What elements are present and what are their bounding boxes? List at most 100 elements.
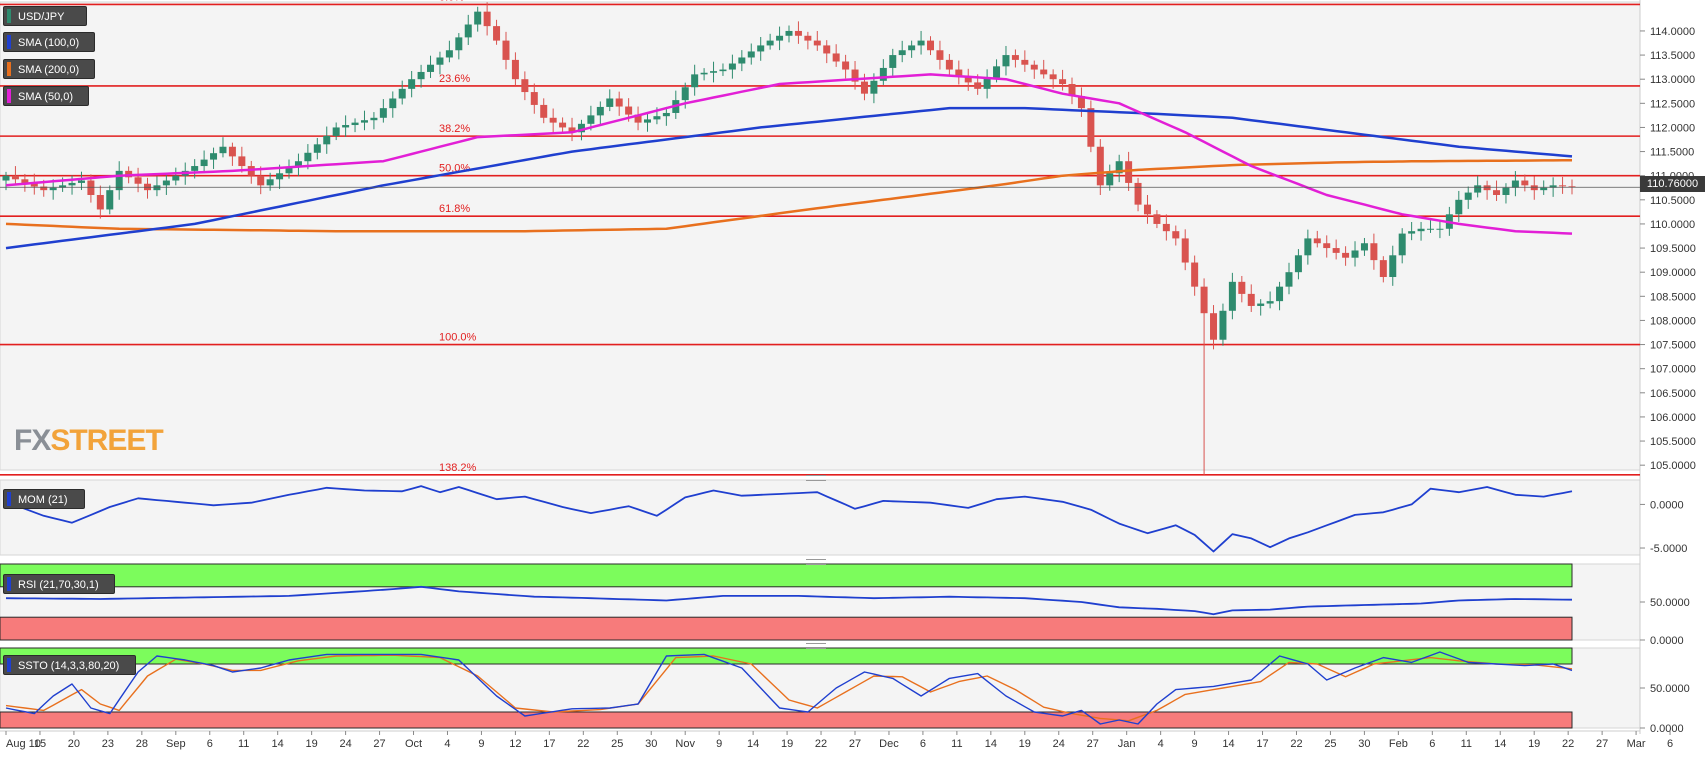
time-tick-label: 11	[1461, 738, 1472, 750]
time-tick-label: Nov	[675, 738, 695, 750]
time-tick-label: 30	[1358, 738, 1370, 750]
fib-level-label: 100.0%	[439, 332, 477, 344]
time-tick-label: 24	[339, 738, 351, 750]
pane-resize-grip[interactable]	[806, 559, 826, 565]
sma200-legend-badge[interactable]: SMA (200,0)	[3, 59, 95, 79]
candle-body	[1077, 96, 1085, 109]
sma50-legend-label: SMA (50,0)	[18, 91, 74, 103]
candle-body	[615, 98, 623, 107]
candle-body	[1125, 161, 1133, 183]
mom-tick-label: 0.0000	[1650, 499, 1684, 511]
ssto-legend-badge[interactable]: SSTO (14,3,3,80,20)	[3, 655, 136, 675]
candle-body	[210, 153, 218, 160]
pane-divider-ssto[interactable]	[0, 642, 1640, 649]
candle-body	[521, 79, 529, 93]
candle-body	[577, 123, 585, 133]
price-tick-label: 108.0000	[1650, 315, 1696, 327]
price-tick-label: 113.5000	[1650, 50, 1695, 62]
candle-body	[294, 161, 302, 168]
candle-body	[728, 63, 736, 70]
sma50-legend-badge[interactable]: SMA (50,0)	[3, 86, 89, 106]
candle-body	[96, 194, 104, 210]
candle-body	[1474, 185, 1482, 193]
candle-body	[634, 114, 642, 123]
price-tick-label: 105.5000	[1650, 436, 1696, 448]
candle-body	[870, 80, 878, 94]
candle-body	[1323, 243, 1331, 249]
candle-body	[427, 64, 435, 72]
candle-body	[710, 71, 718, 73]
candle-body	[153, 185, 161, 191]
candle-body	[276, 173, 284, 180]
time-tick-label: 6	[1667, 738, 1673, 750]
ssto-oversold-zone	[0, 711, 1573, 729]
candle-body	[747, 51, 755, 58]
rsi-oversold-zone	[0, 616, 1573, 641]
candle-body	[49, 187, 57, 191]
candle-body	[1398, 233, 1406, 256]
candle-body	[936, 50, 944, 60]
pane-resize-grip[interactable]	[806, 643, 826, 649]
candle-body	[11, 175, 19, 180]
candle-body	[1257, 303, 1265, 306]
rsi-tick-label: 0.0000	[1650, 635, 1684, 647]
mom-legend-label: MOM (21)	[18, 494, 68, 506]
pane-resize-grip[interactable]	[806, 475, 826, 481]
fib-level-label: 38.2%	[439, 123, 470, 135]
time-tick-label: 19	[781, 738, 793, 750]
candle-body	[379, 108, 387, 118]
candle-body	[1087, 108, 1095, 147]
time-tick-label: 14	[985, 738, 997, 750]
pane-divider-rsi[interactable]	[0, 558, 1640, 565]
candle-body	[983, 77, 991, 89]
candle-body	[1011, 55, 1019, 60]
candlestick-series	[2, 2, 1576, 475]
candle-body	[1200, 286, 1208, 314]
candle-body	[568, 127, 576, 133]
candle-body	[1351, 250, 1359, 258]
candle-body	[1511, 180, 1519, 188]
candle-body	[549, 117, 557, 123]
mom-legend-badge[interactable]: MOM (21)	[3, 489, 85, 509]
candle-body	[1049, 74, 1057, 80]
time-tick-label: 19	[306, 738, 318, 750]
candle-body	[974, 82, 982, 89]
candle-body	[238, 156, 246, 167]
time-tick-label: 14	[747, 738, 759, 750]
ssto-overbought-zone	[0, 647, 1573, 665]
rsi-legend-badge[interactable]: RSI (21,70,30,1)	[3, 574, 115, 594]
candle-body	[908, 45, 916, 51]
candle-body	[1549, 185, 1557, 188]
ssto-d-line	[5, 654, 1573, 722]
rsi-overbought-zone	[0, 563, 1573, 588]
candle-body	[1191, 262, 1199, 287]
candle-body	[417, 71, 425, 80]
price-tick-label: 106.0000	[1650, 412, 1696, 424]
candle-body	[823, 45, 831, 54]
candle-body	[191, 166, 199, 171]
fib-level-label: 61.8%	[439, 203, 470, 215]
candle-body	[408, 79, 416, 89]
candle-body	[40, 186, 48, 191]
candle-body	[1266, 301, 1274, 304]
candle-body	[776, 35, 784, 41]
price-tick-label: 114.0000	[1650, 26, 1695, 38]
price-tick-label: 110.0000	[1650, 219, 1695, 231]
candle-body	[257, 175, 265, 186]
pane-divider-mom[interactable]	[0, 474, 1640, 481]
candle-body	[917, 40, 925, 46]
symbol-legend-badge[interactable]: USD/JPY	[3, 6, 87, 26]
candle-body	[1106, 173, 1114, 186]
time-tick-label: 6	[920, 738, 926, 750]
symbol-legend-label: USD/JPY	[18, 11, 65, 23]
ssto-color-swatch	[7, 658, 11, 672]
time-tick-label: Dec	[879, 738, 899, 750]
sma200-legend-label: SMA (200,0)	[18, 64, 80, 76]
time-tick-label: 15	[34, 738, 46, 750]
logo-part-street: STREET	[50, 424, 163, 457]
sma100-legend-badge[interactable]: SMA (100,0)	[3, 32, 95, 52]
ssto-tick-label: 0.0000	[1650, 723, 1684, 735]
time-tick-label: 12	[509, 738, 521, 750]
time-tick-label: 11	[238, 738, 249, 750]
time-tick-label: 22	[815, 738, 827, 750]
